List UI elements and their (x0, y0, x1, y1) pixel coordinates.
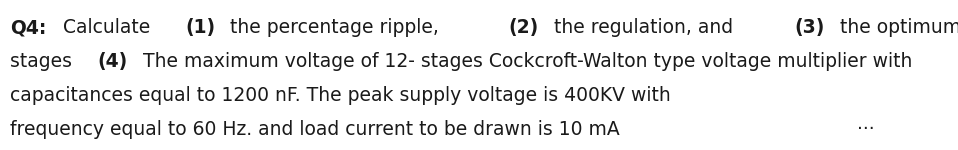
Text: The maximum voltage of 12- stages Cockcroft-Walton type voltage multiplier with: The maximum voltage of 12- stages Cockcr… (137, 52, 912, 71)
Text: capacitances equal to 1200 nF. The peak supply voltage is 400KV with: capacitances equal to 1200 nF. The peak … (10, 86, 671, 105)
Text: (1): (1) (185, 18, 216, 37)
Text: ···: ··· (797, 120, 875, 139)
Text: the regulation, and: the regulation, and (548, 18, 739, 37)
Text: stages: stages (10, 52, 78, 71)
Text: frequency equal to 60 Hz. and load current to be drawn is 10 mA: frequency equal to 60 Hz. and load curre… (10, 120, 620, 139)
Text: the optimum number of: the optimum number of (833, 18, 958, 37)
Text: (3): (3) (794, 18, 825, 37)
Text: (2): (2) (509, 18, 539, 37)
Text: the percentage ripple,: the percentage ripple, (224, 18, 445, 37)
Text: (4): (4) (98, 52, 128, 71)
Text: Q4:: Q4: (10, 18, 46, 37)
Text: Calculate: Calculate (57, 18, 156, 37)
